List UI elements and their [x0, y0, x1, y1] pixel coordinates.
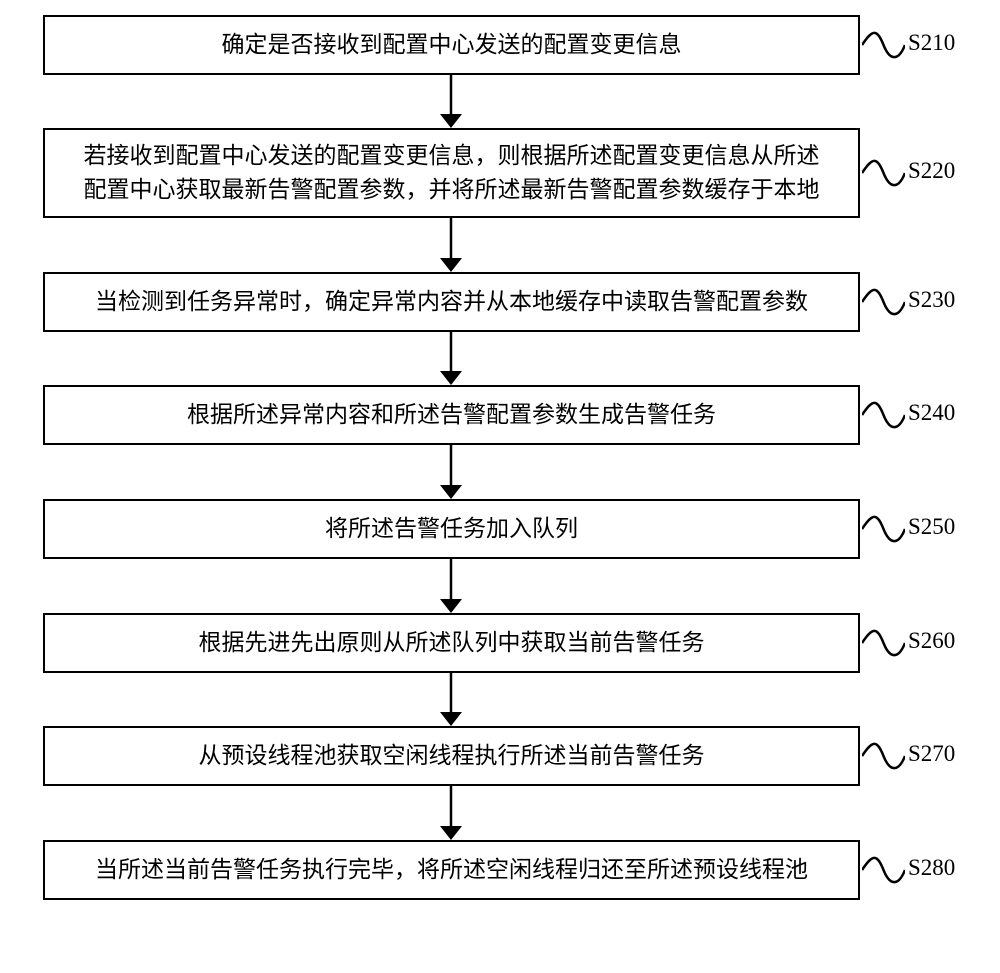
flow-step-label: S280 — [908, 855, 955, 881]
flow-step-label: S230 — [908, 287, 955, 313]
flow-step-text: 当检测到任务异常时，确定异常内容并从本地缓存中读取告警配置参数 — [95, 285, 808, 320]
flow-step-s240: 根据所述异常内容和所述告警配置参数生成告警任务 — [43, 385, 860, 445]
flow-step-s210: 确定是否接收到配置中心发送的配置变更信息 — [43, 15, 860, 75]
flow-step-s230: 当检测到任务异常时，确定异常内容并从本地缓存中读取告警配置参数 — [43, 272, 860, 332]
flow-step-text: 若接收到配置中心发送的配置变更信息，则根据所述配置变更信息从所述配置中心获取最新… — [84, 139, 820, 208]
flow-step-label: S220 — [908, 158, 955, 184]
flow-step-label: S210 — [908, 30, 955, 56]
flow-step-text: 当所述当前告警任务执行完毕，将所述空闲线程归还至所述预设线程池 — [95, 853, 808, 888]
flow-step-text: 确定是否接收到配置中心发送的配置变更信息 — [222, 28, 682, 63]
flow-step-label: S240 — [908, 400, 955, 426]
flow-step-label: S260 — [908, 628, 955, 654]
flow-step-label: S250 — [908, 514, 955, 540]
flow-step-s250: 将所述告警任务加入队列 — [43, 499, 860, 559]
flow-step-s270: 从预设线程池获取空闲线程执行所述当前告警任务 — [43, 726, 860, 786]
flow-step-text: 根据先进先出原则从所述队列中获取当前告警任务 — [199, 626, 705, 661]
flow-step-text: 将所述告警任务加入队列 — [325, 512, 578, 547]
flow-step-text: 根据所述异常内容和所述告警配置参数生成告警任务 — [187, 398, 716, 433]
flow-step-label: S270 — [908, 741, 955, 767]
flow-step-s260: 根据先进先出原则从所述队列中获取当前告警任务 — [43, 613, 860, 673]
flow-step-text: 从预设线程池获取空闲线程执行所述当前告警任务 — [199, 739, 705, 774]
flow-step-s280: 当所述当前告警任务执行完毕，将所述空闲线程归还至所述预设线程池 — [43, 840, 860, 900]
flowchart-canvas: 确定是否接收到配置中心发送的配置变更信息 S210 若接收到配置中心发送的配置变更信… — [0, 0, 1000, 973]
flow-step-s220: 若接收到配置中心发送的配置变更信息，则根据所述配置变更信息从所述配置中心获取最新… — [43, 128, 860, 218]
